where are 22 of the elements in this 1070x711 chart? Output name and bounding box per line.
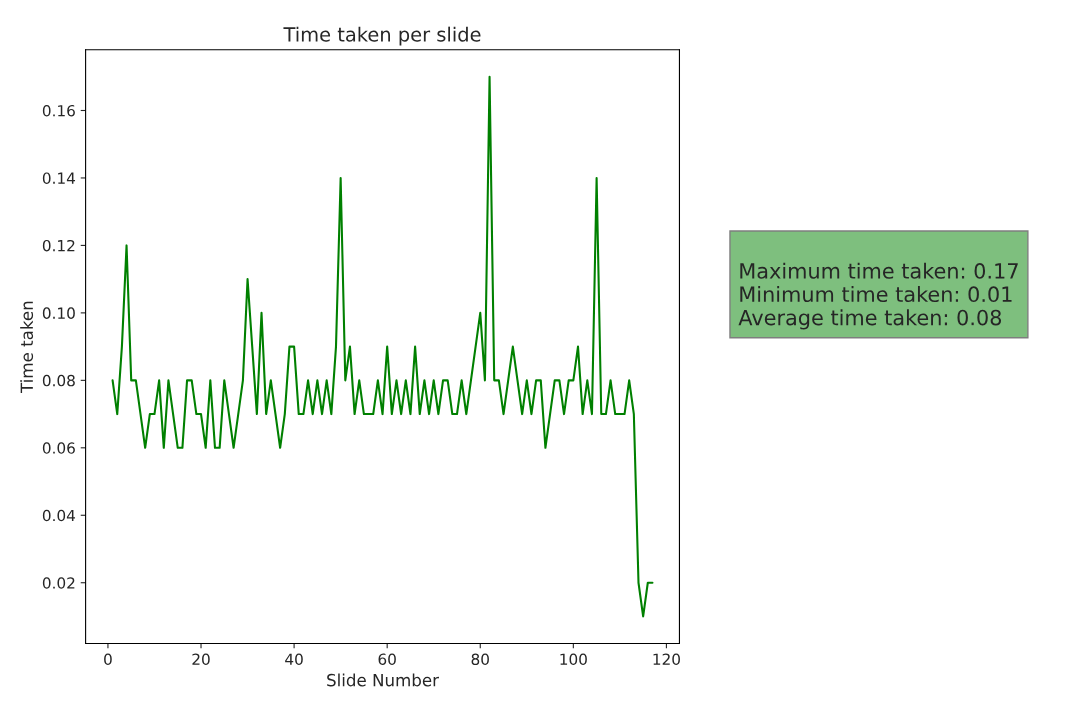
y-tick-label: 0.02 (42, 577, 75, 589)
y-tick-label: 0.10 (42, 307, 75, 319)
x-tick-label: 80 (471, 653, 489, 665)
y-tick-label: 0.16 (42, 104, 75, 117)
x-tick-label: 60 (378, 653, 396, 665)
x-tick-label: 40 (285, 653, 303, 665)
text: Minimum time taken: 0.01 (740, 285, 1012, 303)
y-tick-label: 0.04 (42, 509, 76, 522)
chart-title: Time taken per slide (283, 26, 481, 46)
x-axis-title: Slide Number (327, 673, 439, 687)
x-tick-label: 120 (653, 653, 680, 665)
y-tick-label: 0.06 (42, 442, 75, 454)
y-tick-label: 0.14 (42, 172, 76, 184)
x-tick-label: 100 (560, 653, 587, 665)
y-axis-title: Time taken (20, 301, 34, 394)
line-series (111, 75, 654, 618)
x-tick-label: 20 (192, 653, 210, 665)
y-tick-label: 0.12 (42, 239, 75, 252)
x-tick-label: 0 (104, 653, 112, 665)
text: Average time taken: 0.08 (738, 309, 1002, 330)
text: Maximum time taken: 0.17 (740, 262, 1018, 279)
y-tick-label: 0.08 (42, 374, 75, 387)
